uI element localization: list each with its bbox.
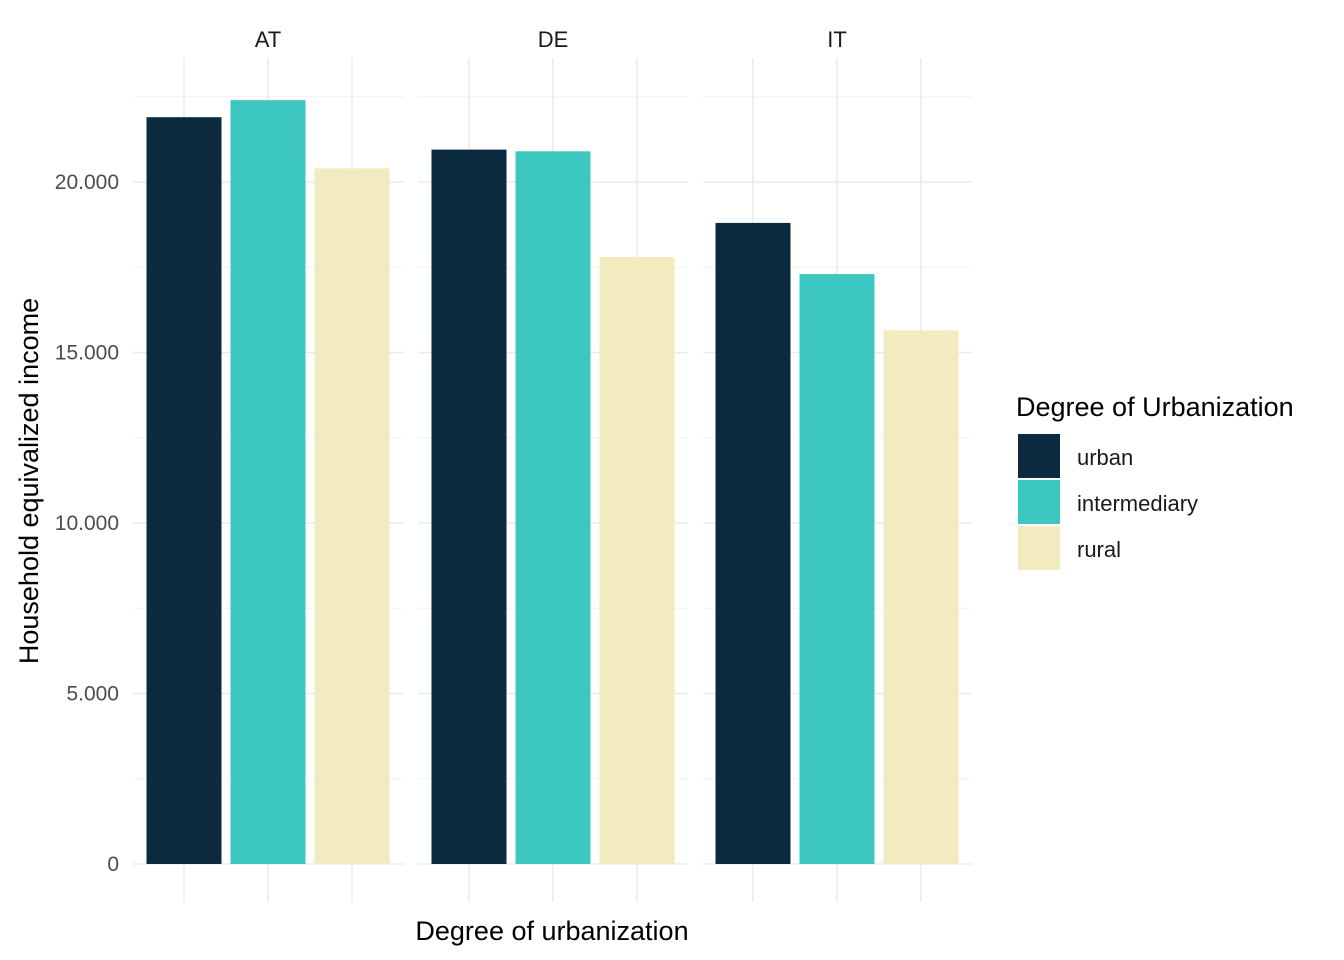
bars-layer <box>146 100 959 865</box>
y-tick-label: 10.000 <box>55 512 119 535</box>
bar-de-intermediary <box>515 151 591 864</box>
bar-de-urban <box>431 149 507 865</box>
legend-label-intermediary: intermediary <box>1077 491 1198 516</box>
legend-swatch-intermediary <box>1018 480 1060 524</box>
facet-label-it: IT <box>827 27 847 52</box>
facet-label-de: DE <box>538 27 569 52</box>
legend-swatch-rural <box>1018 526 1060 570</box>
bar-it-rural <box>883 330 959 865</box>
y-axis-ticks: 0 5.000 10.000 15.000 20.000 <box>55 171 119 876</box>
legend-swatch-urban <box>1018 434 1060 478</box>
legend-items: urban intermediary rural <box>1018 434 1198 570</box>
legend-label-urban: urban <box>1077 445 1133 470</box>
legend-label-rural: rural <box>1077 537 1121 562</box>
bar-it-intermediary <box>799 274 875 864</box>
bar-at-rural <box>314 168 390 865</box>
y-axis-title: Household equivalized income <box>14 298 44 664</box>
bar-at-urban <box>146 117 222 864</box>
facet-labels: AT DE IT <box>255 27 847 52</box>
y-tick-label: 15.000 <box>55 342 119 365</box>
bar-at-intermediary <box>230 100 306 864</box>
bar-it-urban <box>715 222 791 865</box>
y-tick-label: 0 <box>107 853 119 876</box>
facet-label-at: AT <box>255 27 281 52</box>
x-axis-title: Degree of urbanization <box>415 916 688 946</box>
y-tick-label: 5.000 <box>66 683 119 706</box>
bar-de-rural <box>599 257 675 864</box>
legend-title: Degree of Urbanization <box>1016 392 1294 422</box>
legend: Degree of Urbanization urban intermediary… <box>1016 392 1294 570</box>
y-tick-label: 20.000 <box>55 171 119 194</box>
